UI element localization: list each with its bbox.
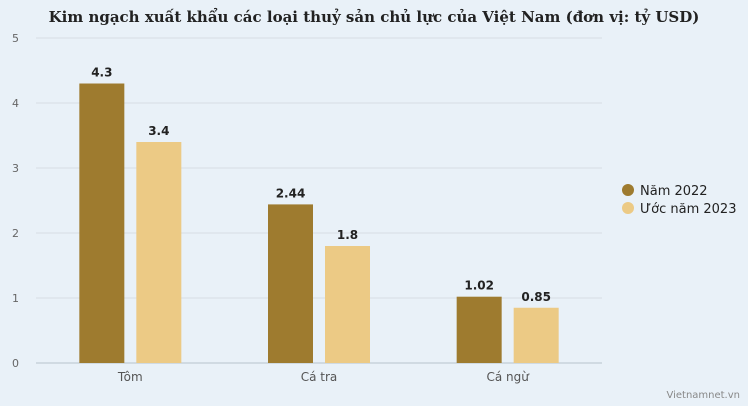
bar <box>456 296 502 363</box>
y-tick-label: 1 <box>12 292 19 305</box>
x-axis-labels: Tôm Cá tra Cá ngừ <box>117 370 530 384</box>
y-tick-label: 5 <box>12 32 19 45</box>
y-tick-label: 2 <box>12 227 19 240</box>
y-axis-ticks: 0 1 2 3 4 5 <box>12 32 19 370</box>
x-tick-label: Tôm <box>117 370 143 384</box>
y-tick-label: 4 <box>12 97 19 110</box>
bar <box>268 204 313 363</box>
legend-label: Ước năm 2023 <box>640 202 736 217</box>
bars: 4.3 3.4 2.44 1.8 1.02 0.85 <box>79 66 559 363</box>
watermark: Vietnamnet.vn <box>666 390 740 401</box>
data-label: 1.02 <box>464 279 494 293</box>
y-tick-label: 0 <box>12 357 19 370</box>
chart-title: Kim ngạch xuất khẩu các loại thuỷ sản ch… <box>48 8 700 26</box>
data-label: 1.8 <box>337 228 358 242</box>
data-label: 3.4 <box>148 124 169 138</box>
bar <box>136 142 182 363</box>
bar <box>79 83 125 363</box>
data-label: 0.85 <box>521 290 551 304</box>
gridlines <box>36 37 602 364</box>
data-label: 4.3 <box>91 66 112 80</box>
x-tick-label: Cá ngừ <box>486 370 530 384</box>
legend-label: Năm 2022 <box>640 184 708 199</box>
bar <box>325 246 370 363</box>
y-tick-label: 3 <box>12 162 19 175</box>
x-tick-label: Cá tra <box>301 370 338 384</box>
legend: Năm 2022 Ước năm 2023 <box>622 184 736 217</box>
legend-marker <box>622 202 634 214</box>
bar <box>513 307 559 363</box>
legend-marker <box>622 184 634 196</box>
data-label: 2.44 <box>276 186 306 200</box>
